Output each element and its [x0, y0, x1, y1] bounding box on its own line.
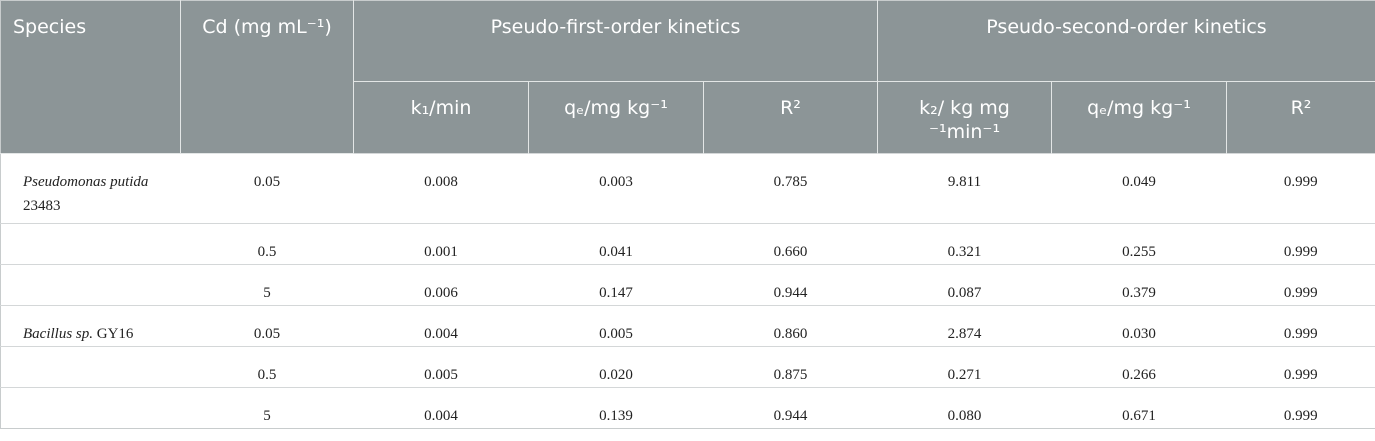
value-cell: 9.811	[877, 153, 1052, 224]
value-cell: 5	[180, 387, 354, 429]
value-cell: 0.999	[1226, 346, 1375, 388]
species-cell	[0, 264, 181, 306]
header-row: k₁/min qₑ/mg kg⁻¹ R² k₂/ kg mg ⁻¹min⁻¹ qₑ/mg…	[1, 81, 1375, 154]
value-cell: 0.008	[353, 153, 529, 224]
value-cell: 0.001	[353, 223, 529, 265]
value-cell: 0.999	[1226, 305, 1375, 347]
header-cell: Species	[0, 0, 181, 154]
value-cell: 0.999	[1226, 153, 1375, 224]
value-cell: 0.004	[353, 305, 529, 347]
species-cell: Bacillus sp. GY16	[0, 305, 181, 347]
value-cell: 0.005	[353, 346, 529, 388]
table-row: 0.5 0.001 0.041 0.660 0.321 0.255 0.999	[0, 223, 1375, 265]
species-strain: GY16	[96, 326, 134, 342]
table-row: Bacillus sp. GY16 0.05 0.004 0.005 0.860 2.87…	[0, 305, 1375, 347]
value-cell: 0.147	[528, 264, 704, 306]
value-cell: 0.030	[1051, 305, 1227, 347]
table-header: Species Cd (mg mL⁻¹) Pseudo-first-order …	[0, 0, 1375, 154]
value-cell: 0.944	[703, 387, 878, 429]
table-row: 0.5 0.005 0.020 0.875 0.271 0.266 0.999	[0, 346, 1375, 388]
value-cell: 0.875	[703, 346, 878, 388]
kinetics-table: Species Cd (mg mL⁻¹) Pseudo-first-order …	[0, 0, 1375, 429]
value-cell: 0.266	[1051, 346, 1227, 388]
value-cell: 0.999	[1226, 223, 1375, 265]
species-strain: 23483	[23, 198, 61, 214]
value-cell: 0.379	[1051, 264, 1227, 306]
table-row: 5 0.006 0.147 0.944 0.087 0.379 0.999	[0, 264, 1375, 306]
value-cell: 0.271	[877, 346, 1052, 388]
value-cell: 0.5	[180, 223, 354, 265]
value-cell: 0.860	[703, 305, 878, 347]
value-cell: 0.006	[353, 264, 529, 306]
species-cell: Pseudomonas putida 23483	[0, 153, 181, 224]
header-cell: R²	[703, 81, 878, 154]
value-cell: 0.660	[703, 223, 878, 265]
value-cell: 5	[180, 264, 354, 306]
value-cell: 0.999	[1226, 387, 1375, 429]
value-cell: 0.321	[877, 223, 1052, 265]
value-cell: 0.005	[528, 305, 704, 347]
value-cell: 0.004	[353, 387, 529, 429]
header-cell: Cd (mg mL⁻¹)	[180, 0, 354, 154]
value-cell: 0.05	[180, 153, 354, 224]
species-cell	[0, 346, 181, 388]
header-cell: qₑ/mg kg⁻¹	[528, 81, 704, 154]
value-cell: 0.003	[528, 153, 704, 224]
value-cell: 0.5	[180, 346, 354, 388]
table-row: Pseudomonas putida 23483 0.05 0.008 0.003 0.…	[0, 153, 1375, 224]
value-cell: 0.080	[877, 387, 1052, 429]
header-cell: qₑ/mg kg⁻¹	[1051, 81, 1227, 154]
species-cell	[0, 387, 181, 429]
value-cell: 0.139	[528, 387, 704, 429]
value-cell: 0.05	[180, 305, 354, 347]
header-cell: Pseudo-second-order kinetics	[876, 0, 1375, 82]
value-cell: 0.041	[528, 223, 704, 265]
value-cell: 0.087	[877, 264, 1052, 306]
value-cell: 0.785	[703, 153, 878, 224]
table-row: 5 0.004 0.139 0.944 0.080 0.671 0.999	[0, 387, 1375, 429]
header-cell: k₁/min	[353, 81, 529, 154]
value-cell: 0.671	[1051, 387, 1227, 429]
value-cell: 0.999	[1226, 264, 1375, 306]
header-cell: R²	[1225, 81, 1375, 154]
value-cell: 0.944	[703, 264, 878, 306]
value-cell: 0.049	[1051, 153, 1227, 224]
species-name: Pseudomonas putida	[23, 174, 149, 190]
table-body: Pseudomonas putida 23483 0.05 0.008 0.003 0.…	[0, 153, 1375, 429]
header-cell: Pseudo-first-order kinetics	[353, 0, 878, 82]
value-cell: 0.020	[528, 346, 704, 388]
species-cell	[0, 223, 181, 265]
species-name: Bacillus sp.	[23, 326, 93, 342]
value-cell: 2.874	[877, 305, 1052, 347]
value-cell: 0.255	[1051, 223, 1227, 265]
header-cell: k₂/ kg mg ⁻¹min⁻¹	[877, 81, 1052, 154]
header-row: Species Cd (mg mL⁻¹) Pseudo-first-order …	[0, 0, 1375, 154]
